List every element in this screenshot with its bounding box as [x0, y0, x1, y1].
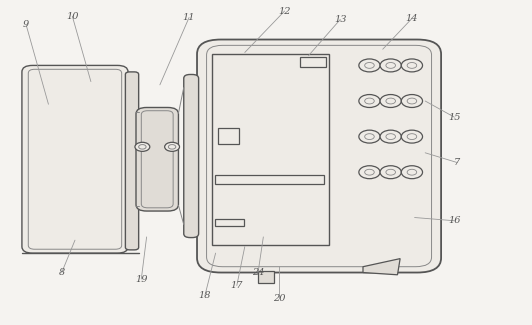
Bar	[214, 175, 324, 184]
Circle shape	[380, 95, 401, 108]
Text: 20: 20	[273, 294, 286, 303]
Polygon shape	[363, 259, 400, 275]
Circle shape	[359, 166, 380, 179]
FancyBboxPatch shape	[197, 40, 441, 273]
Circle shape	[359, 59, 380, 72]
Circle shape	[359, 130, 380, 143]
Circle shape	[135, 142, 150, 151]
Circle shape	[401, 59, 422, 72]
Text: 9: 9	[23, 20, 29, 30]
Text: 12: 12	[278, 6, 291, 16]
Text: 14: 14	[406, 14, 418, 23]
Circle shape	[401, 130, 422, 143]
Circle shape	[380, 59, 401, 72]
Text: 16: 16	[448, 216, 461, 225]
Text: 7: 7	[454, 158, 460, 167]
Text: 13: 13	[334, 15, 346, 24]
Bar	[258, 271, 274, 283]
Circle shape	[380, 130, 401, 143]
Circle shape	[380, 166, 401, 179]
Text: 18: 18	[199, 291, 211, 300]
FancyBboxPatch shape	[22, 65, 128, 253]
Text: 17: 17	[230, 281, 243, 290]
Text: 19: 19	[135, 275, 147, 283]
Circle shape	[401, 95, 422, 108]
Bar	[212, 54, 329, 245]
Text: 15: 15	[448, 113, 461, 122]
FancyBboxPatch shape	[126, 72, 139, 250]
Circle shape	[164, 142, 179, 151]
Text: 11: 11	[183, 13, 195, 22]
Text: 8: 8	[59, 268, 65, 277]
Text: 24: 24	[252, 268, 264, 277]
FancyBboxPatch shape	[136, 108, 178, 211]
Circle shape	[359, 95, 380, 108]
FancyBboxPatch shape	[184, 74, 198, 238]
Bar	[214, 219, 244, 226]
Circle shape	[401, 166, 422, 179]
Bar	[218, 128, 239, 144]
Bar	[300, 57, 327, 67]
Text: 10: 10	[66, 12, 79, 21]
